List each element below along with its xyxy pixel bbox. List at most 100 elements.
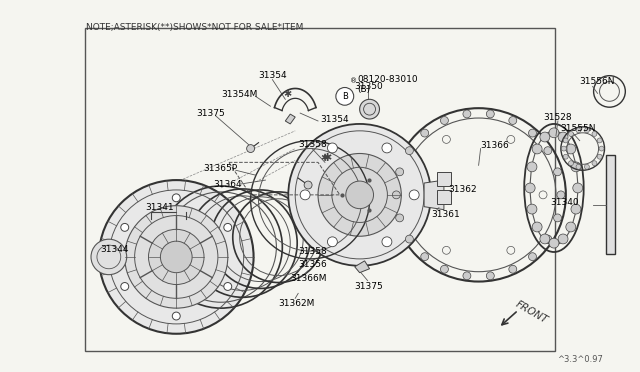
Circle shape bbox=[328, 143, 337, 153]
Bar bbox=[605, 155, 616, 254]
Text: 31350: 31350 bbox=[355, 82, 383, 91]
Circle shape bbox=[172, 312, 180, 320]
Text: (B): (B) bbox=[358, 85, 371, 94]
Circle shape bbox=[566, 144, 576, 154]
Circle shape bbox=[584, 164, 589, 169]
Circle shape bbox=[91, 239, 127, 275]
Circle shape bbox=[382, 237, 392, 247]
Circle shape bbox=[599, 146, 604, 151]
Text: 31555N: 31555N bbox=[560, 124, 595, 134]
Text: 31366: 31366 bbox=[481, 141, 509, 150]
Text: ✱: ✱ bbox=[320, 153, 328, 163]
Circle shape bbox=[304, 181, 312, 189]
Circle shape bbox=[554, 214, 561, 222]
Circle shape bbox=[121, 283, 129, 291]
Circle shape bbox=[568, 161, 573, 166]
Circle shape bbox=[576, 128, 581, 133]
Circle shape bbox=[486, 272, 494, 280]
Text: 31365P: 31365P bbox=[203, 164, 237, 173]
Circle shape bbox=[563, 138, 568, 143]
Circle shape bbox=[420, 129, 429, 137]
Circle shape bbox=[563, 154, 568, 159]
Text: 31375: 31375 bbox=[355, 282, 383, 291]
Circle shape bbox=[525, 183, 535, 193]
Circle shape bbox=[486, 110, 494, 118]
Text: 31354: 31354 bbox=[320, 115, 349, 124]
Circle shape bbox=[571, 162, 581, 172]
Text: 31362: 31362 bbox=[448, 185, 477, 195]
Circle shape bbox=[532, 144, 542, 154]
Circle shape bbox=[568, 131, 573, 137]
Circle shape bbox=[544, 147, 552, 155]
Text: 31340: 31340 bbox=[550, 198, 579, 207]
Text: 31556N: 31556N bbox=[580, 77, 615, 86]
Text: 31341: 31341 bbox=[145, 203, 174, 212]
Circle shape bbox=[509, 116, 516, 124]
Circle shape bbox=[527, 162, 537, 172]
Circle shape bbox=[532, 222, 542, 232]
Circle shape bbox=[300, 190, 310, 200]
Text: ✱: ✱ bbox=[284, 89, 291, 99]
Circle shape bbox=[529, 129, 536, 137]
Circle shape bbox=[161, 241, 192, 273]
Circle shape bbox=[336, 87, 354, 105]
Circle shape bbox=[346, 181, 374, 209]
Text: 31528: 31528 bbox=[543, 113, 572, 122]
Circle shape bbox=[172, 194, 180, 202]
Text: 31354M: 31354M bbox=[221, 90, 257, 99]
Circle shape bbox=[571, 204, 581, 214]
Text: 31358: 31358 bbox=[298, 247, 327, 256]
Circle shape bbox=[566, 222, 576, 232]
Circle shape bbox=[549, 238, 559, 248]
Circle shape bbox=[463, 110, 471, 118]
Text: 08120-83010: 08120-83010 bbox=[358, 75, 419, 84]
Circle shape bbox=[318, 154, 401, 236]
Text: 31344: 31344 bbox=[100, 244, 129, 254]
Text: 31375: 31375 bbox=[196, 109, 225, 118]
Text: ^3.3^0.97: ^3.3^0.97 bbox=[557, 355, 602, 364]
Text: 31366M: 31366M bbox=[291, 274, 327, 283]
Circle shape bbox=[125, 206, 228, 308]
Circle shape bbox=[99, 180, 253, 334]
Text: 31361: 31361 bbox=[431, 210, 460, 219]
Circle shape bbox=[409, 190, 419, 200]
Polygon shape bbox=[437, 172, 451, 186]
Circle shape bbox=[561, 146, 566, 151]
Polygon shape bbox=[285, 114, 295, 124]
Circle shape bbox=[396, 168, 404, 176]
Circle shape bbox=[121, 224, 129, 231]
Text: B: B bbox=[342, 92, 348, 101]
Circle shape bbox=[549, 128, 559, 138]
Circle shape bbox=[544, 235, 552, 243]
Circle shape bbox=[558, 132, 568, 142]
Circle shape bbox=[396, 214, 404, 222]
Circle shape bbox=[597, 154, 602, 159]
Circle shape bbox=[573, 183, 582, 193]
Text: NOTE;ASTERISK(**)SHOWS*NOT FOR SALE*ITEM: NOTE;ASTERISK(**)SHOWS*NOT FOR SALE*ITEM bbox=[86, 23, 303, 32]
Text: 31364: 31364 bbox=[213, 180, 241, 189]
Text: 31356: 31356 bbox=[298, 260, 327, 269]
Circle shape bbox=[148, 230, 204, 285]
Text: FRONT: FRONT bbox=[514, 299, 550, 325]
Text: ®: ® bbox=[349, 78, 357, 84]
Circle shape bbox=[405, 235, 413, 243]
Circle shape bbox=[392, 191, 400, 199]
Circle shape bbox=[509, 265, 516, 273]
Circle shape bbox=[557, 191, 565, 199]
Circle shape bbox=[527, 204, 537, 214]
Text: 31362M: 31362M bbox=[278, 299, 315, 308]
Circle shape bbox=[328, 237, 337, 247]
Circle shape bbox=[576, 164, 581, 169]
Circle shape bbox=[420, 253, 429, 261]
Circle shape bbox=[440, 265, 449, 273]
Circle shape bbox=[463, 272, 471, 280]
Text: 31358: 31358 bbox=[298, 140, 327, 149]
Circle shape bbox=[540, 132, 550, 142]
Circle shape bbox=[597, 138, 602, 143]
Polygon shape bbox=[437, 190, 451, 204]
Circle shape bbox=[246, 145, 255, 153]
Circle shape bbox=[592, 161, 597, 166]
Circle shape bbox=[558, 234, 568, 244]
Text: 31354: 31354 bbox=[259, 71, 287, 80]
Circle shape bbox=[288, 124, 431, 266]
